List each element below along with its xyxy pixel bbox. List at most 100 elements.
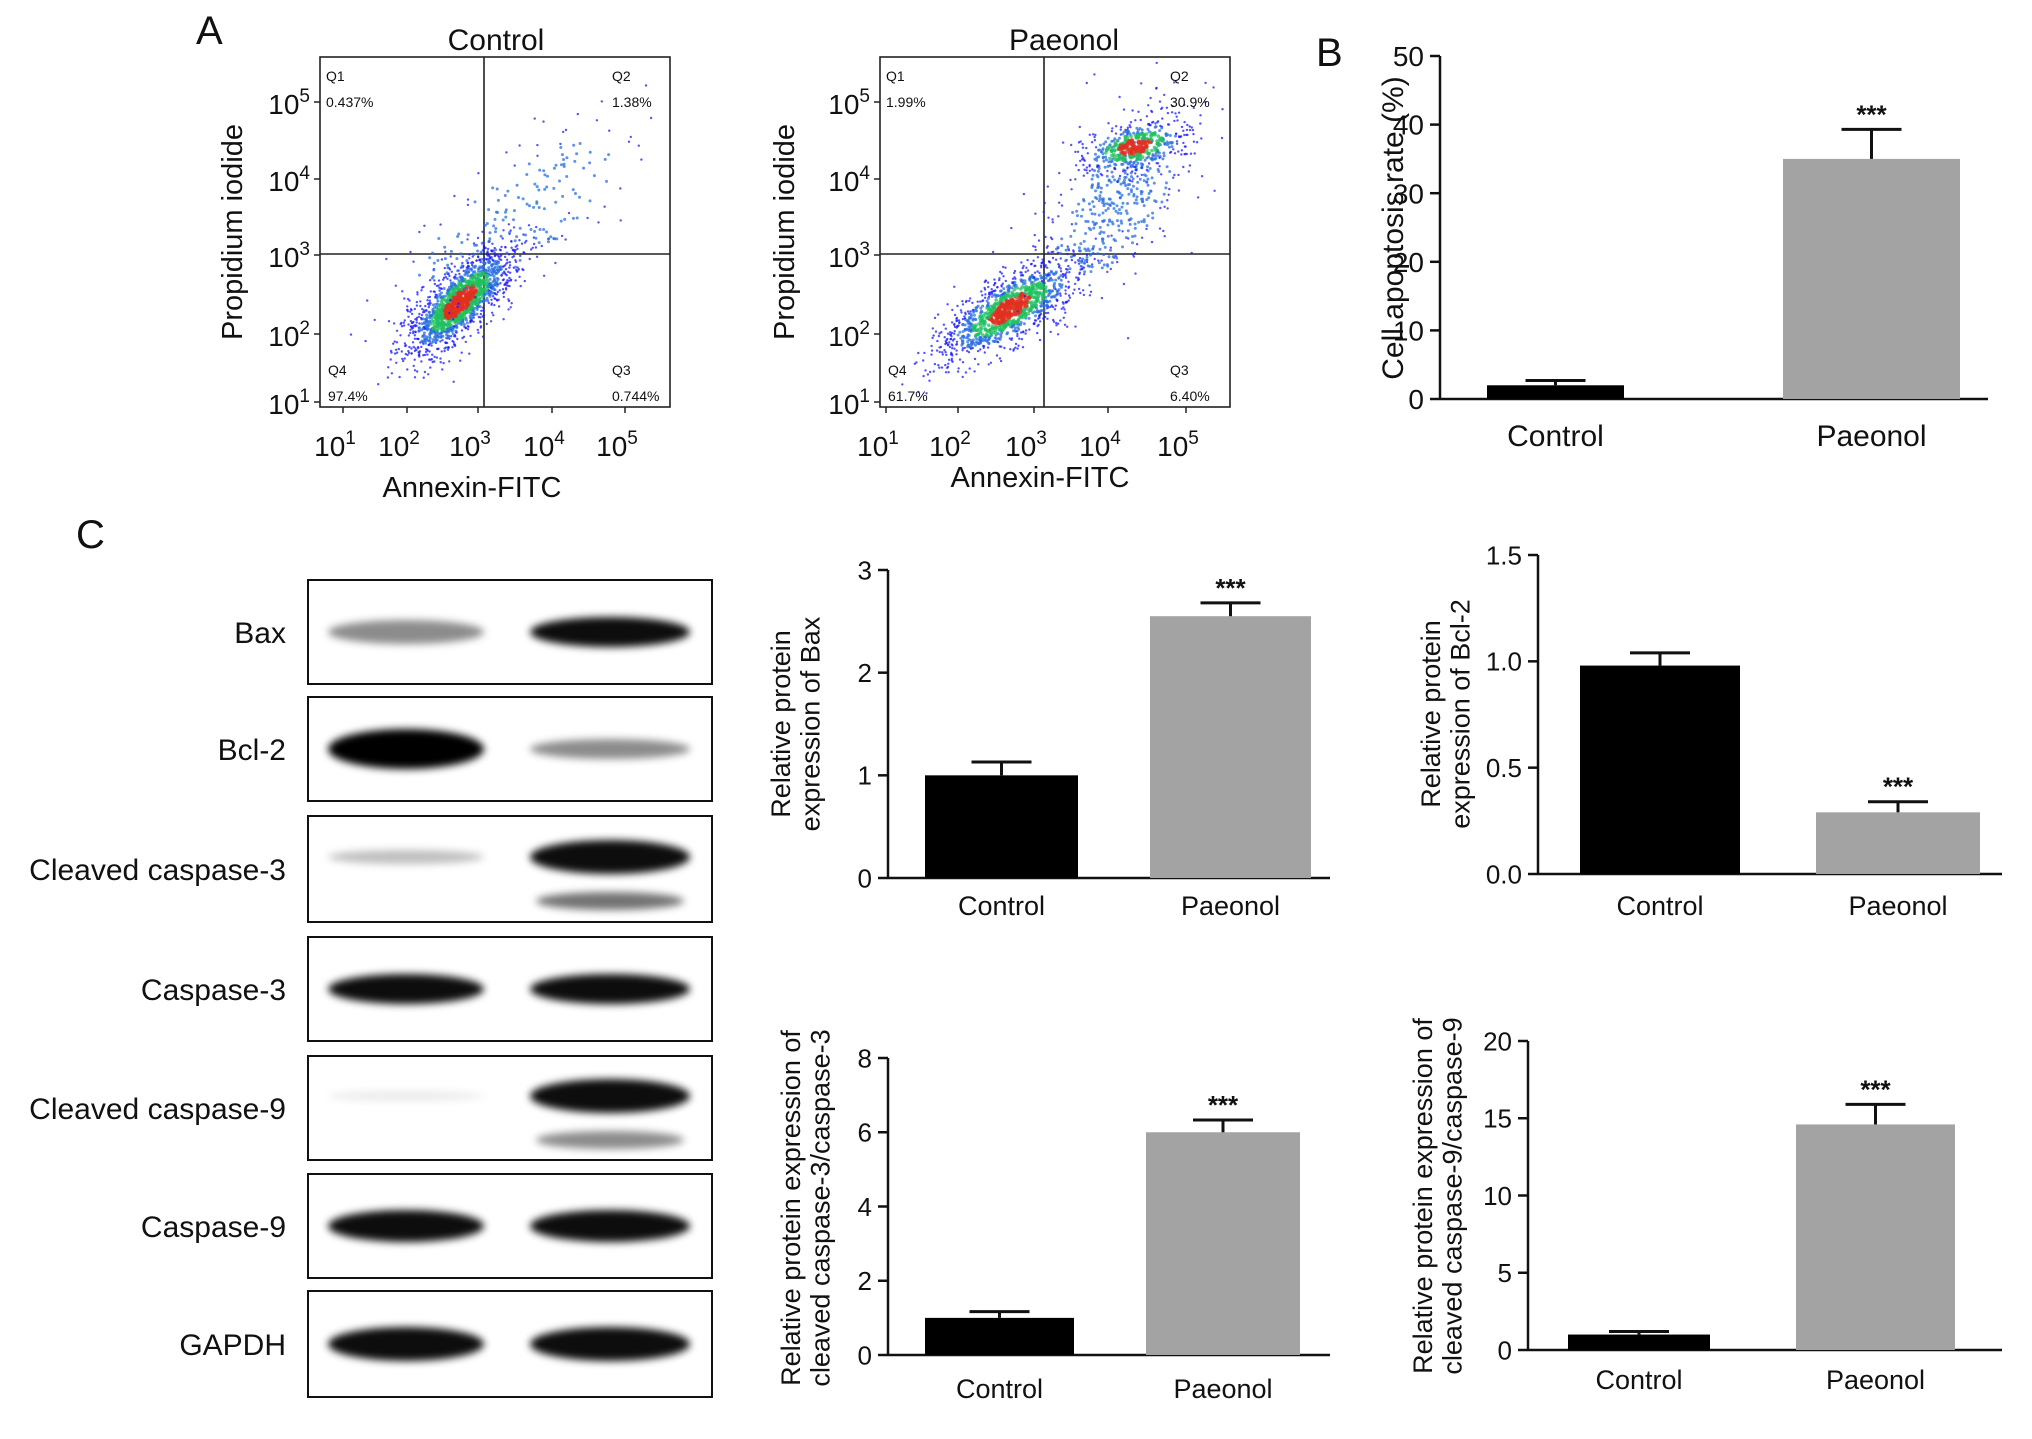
- event-dot: [1072, 250, 1075, 253]
- event-dot: [1140, 136, 1145, 140]
- event-dot: [476, 236, 480, 240]
- event-dot: [967, 312, 971, 315]
- event-dot: [444, 330, 448, 334]
- event-dot: [963, 328, 967, 332]
- event-dot: [527, 224, 531, 227]
- event-dot: [1046, 245, 1049, 248]
- event-dot: [969, 330, 973, 333]
- event-dot: [452, 324, 456, 328]
- event-dot: [578, 142, 582, 145]
- event-dot: [1047, 251, 1050, 254]
- event-dot: [1040, 302, 1044, 306]
- event-dot: [1101, 152, 1105, 156]
- event-dot: [467, 325, 470, 328]
- event-dot: [1142, 173, 1146, 177]
- event-dot: [1054, 258, 1058, 261]
- event-dot: [480, 257, 484, 261]
- y-tick-label: 1.5: [1486, 540, 1522, 570]
- event-dot: [1067, 280, 1070, 283]
- event-dot: [1064, 248, 1068, 252]
- event-dot: [1080, 154, 1084, 158]
- event-dot: [1035, 306, 1038, 310]
- y-tick-label: 6: [858, 1118, 872, 1148]
- event-dot: [1049, 330, 1052, 334]
- event-dot: [459, 275, 463, 279]
- event-dot: [1155, 87, 1158, 90]
- quadrant-q4-label: Q4: [328, 362, 347, 378]
- event-dot: [1067, 299, 1070, 302]
- event-dot: [425, 328, 429, 332]
- event-dot: [1112, 139, 1116, 143]
- event-dot: [464, 270, 468, 274]
- event-dot: [493, 303, 496, 307]
- quadrant-q3-label: Q3: [612, 362, 631, 378]
- event-dot: [453, 194, 456, 198]
- event-dot: [508, 264, 512, 267]
- event-dot: [1010, 286, 1014, 290]
- flow-y-axis-label: Propidium iodide: [769, 124, 801, 340]
- event-dot: [942, 323, 946, 326]
- event-dot: [451, 286, 456, 290]
- event-dot: [1133, 234, 1137, 238]
- event-dot: [426, 302, 430, 306]
- event-dot: [454, 284, 458, 287]
- event-dot: [992, 340, 996, 343]
- event-dot: [1168, 170, 1172, 173]
- event-dot: [957, 367, 960, 370]
- event-dot: [559, 219, 563, 223]
- event-dot: [492, 224, 496, 228]
- event-dot: [1074, 282, 1077, 286]
- event-dot: [392, 342, 395, 345]
- event-dot: [1046, 266, 1049, 269]
- event-dot: [1149, 96, 1152, 100]
- event-dot: [1145, 180, 1149, 184]
- event-dot: [452, 380, 455, 383]
- event-dot: [469, 267, 473, 271]
- event-dot: [1091, 173, 1095, 177]
- event-dot: [507, 270, 510, 274]
- event-dot: [413, 307, 416, 311]
- event-dot: [1022, 322, 1026, 326]
- event-dot: [481, 335, 485, 338]
- event-dot: [1071, 292, 1075, 295]
- event-dot: [1034, 245, 1037, 249]
- event-dot: [1124, 169, 1127, 172]
- event-dot: [969, 310, 972, 313]
- event-dot: [1168, 151, 1172, 154]
- event-dot: [1105, 202, 1109, 206]
- event-dot: [435, 356, 439, 359]
- event-dot: [1047, 288, 1051, 292]
- y-tick-label: 4: [858, 1192, 872, 1222]
- event-dot: [963, 346, 966, 350]
- event-dot: [1140, 155, 1145, 160]
- event-dot: [1164, 181, 1168, 185]
- event-dot: [1066, 325, 1069, 328]
- event-dot: [437, 279, 441, 282]
- event-dot: [1041, 285, 1046, 289]
- event-dot: [1177, 189, 1181, 192]
- event-dot: [543, 187, 547, 191]
- event-dot: [1150, 240, 1154, 244]
- event-dot: [487, 240, 491, 244]
- event-dot: [455, 257, 459, 261]
- event-dot: [1125, 140, 1131, 146]
- event-dot: [491, 242, 494, 245]
- y-tick-label: 10: [1393, 315, 1424, 346]
- event-dot: [1173, 119, 1176, 123]
- event-dot: [947, 343, 950, 346]
- event-dot: [1180, 153, 1183, 156]
- event-dot: [1147, 162, 1151, 165]
- event-dot: [961, 300, 964, 303]
- event-dot: [516, 247, 519, 251]
- category-label: Paeonol: [1826, 1365, 1925, 1395]
- event-dot: [1086, 171, 1089, 175]
- event-dot: [933, 316, 937, 320]
- event-dot: [979, 348, 982, 351]
- event-dot: [1165, 106, 1169, 110]
- event-dot: [394, 284, 397, 287]
- event-dot: [545, 185, 549, 189]
- event-dot: [1192, 106, 1196, 110]
- event-dot: [477, 266, 481, 270]
- event-dot: [1161, 117, 1164, 120]
- event-dot: [949, 338, 952, 341]
